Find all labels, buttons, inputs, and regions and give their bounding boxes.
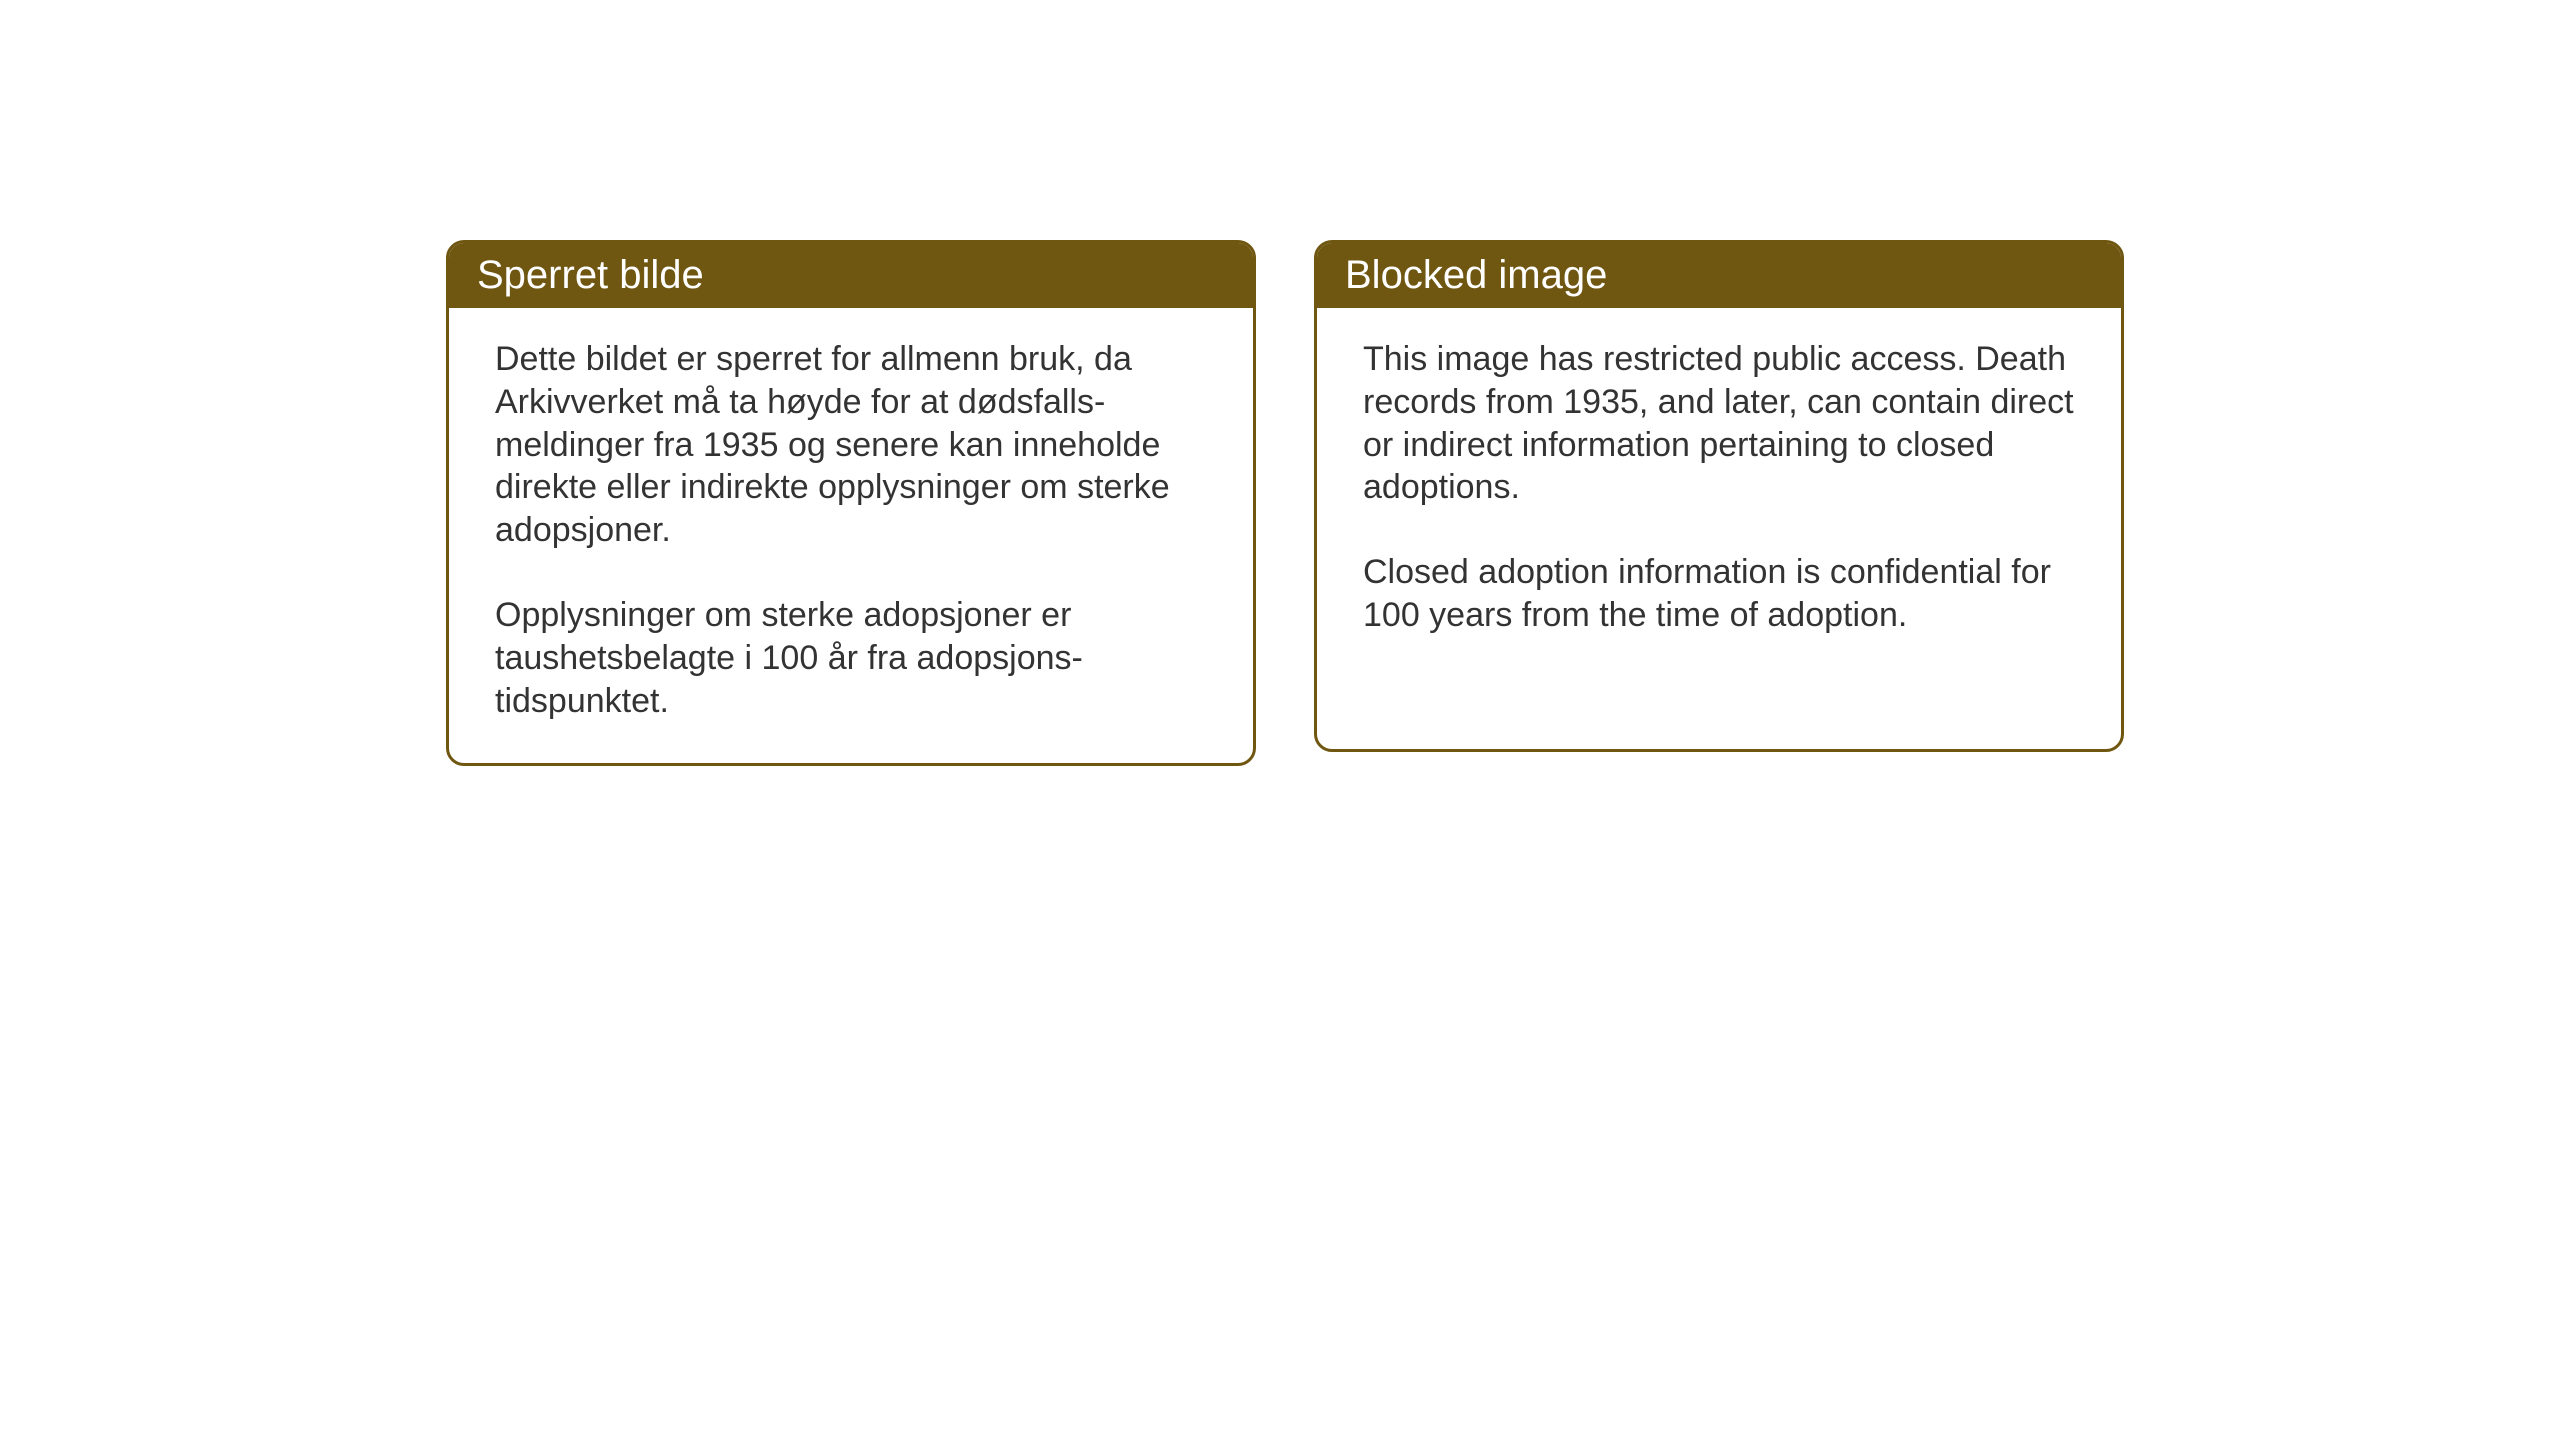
notice-card-norwegian: Sperret bilde Dette bildet er sperret fo… bbox=[446, 240, 1256, 766]
card-body-norwegian: Dette bildet er sperret for allmenn bruk… bbox=[449, 308, 1253, 763]
card-paragraph-1-norwegian: Dette bildet er sperret for allmenn bruk… bbox=[495, 338, 1207, 552]
card-header-norwegian: Sperret bilde bbox=[449, 243, 1253, 308]
card-title-norwegian: Sperret bilde bbox=[477, 253, 704, 297]
card-body-english: This image has restricted public access.… bbox=[1317, 308, 2121, 752]
card-paragraph-2-norwegian: Opplysninger om sterke adopsjoner er tau… bbox=[495, 594, 1207, 722]
card-paragraph-2-english: Closed adoption information is confident… bbox=[1363, 551, 2075, 637]
notice-card-english: Blocked image This image has restricted … bbox=[1314, 240, 2124, 752]
card-paragraph-1-english: This image has restricted public access.… bbox=[1363, 338, 2075, 509]
card-title-english: Blocked image bbox=[1345, 253, 1607, 297]
notice-cards-container: Sperret bilde Dette bildet er sperret fo… bbox=[446, 240, 2124, 766]
card-header-english: Blocked image bbox=[1317, 243, 2121, 308]
